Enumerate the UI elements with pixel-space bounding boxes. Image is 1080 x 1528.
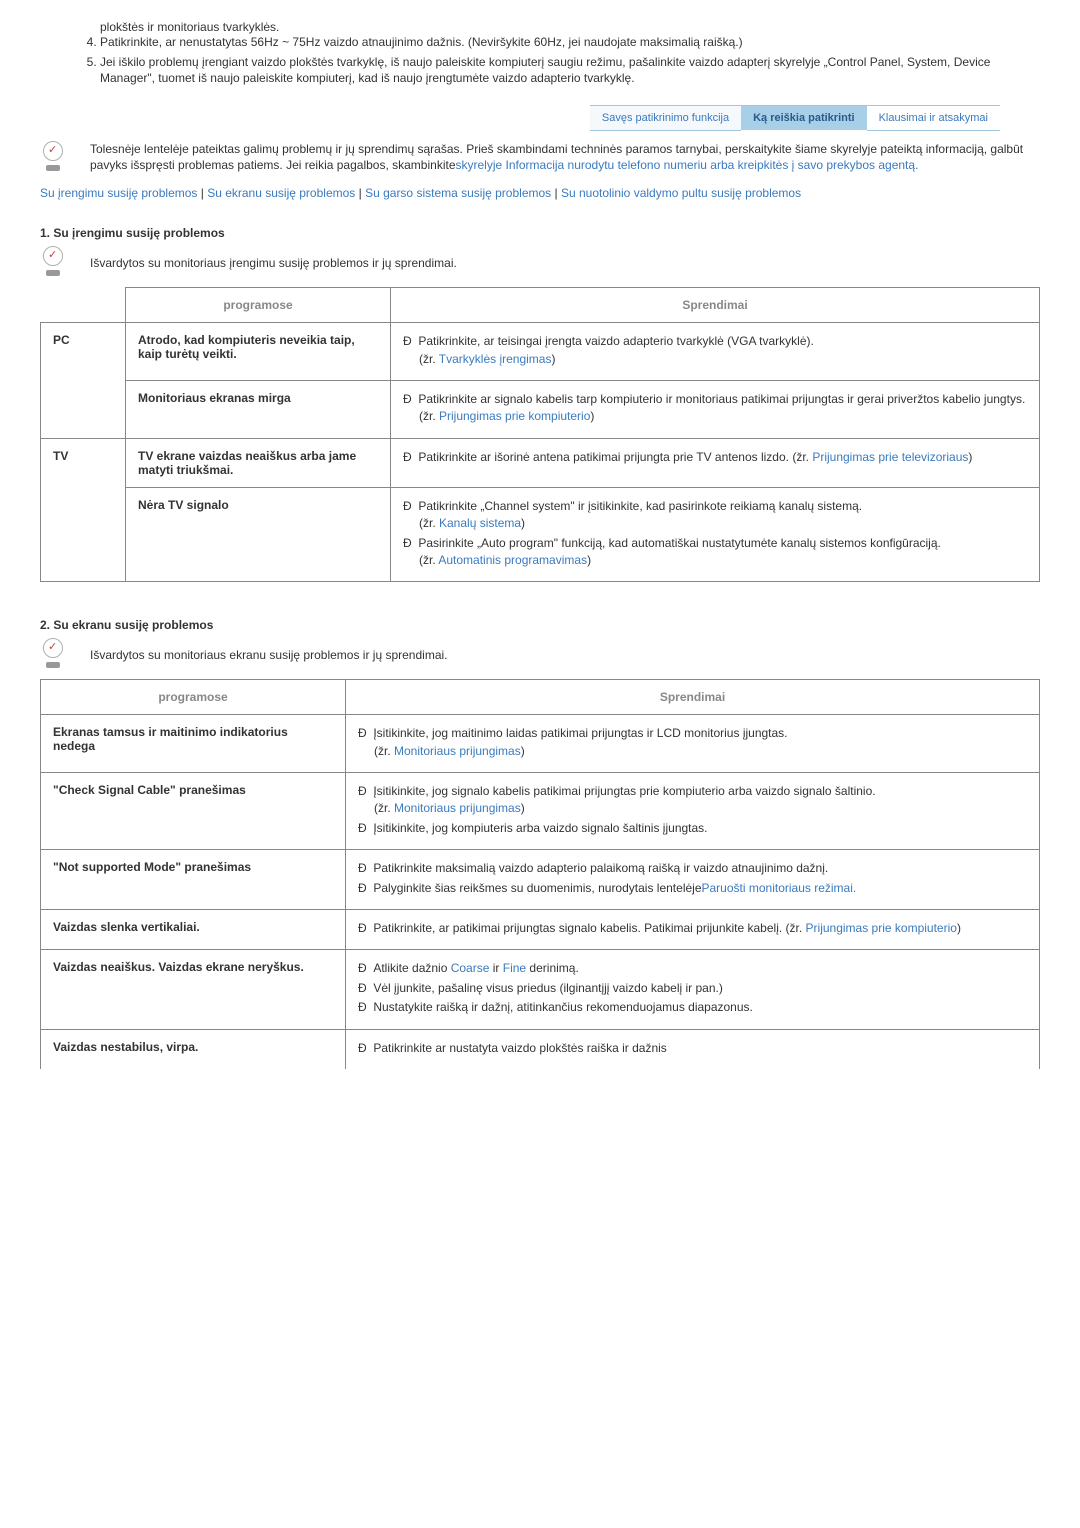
row-solution: Ð Patikrinkite ar signalo kabelis tarp k… bbox=[391, 380, 1040, 438]
link-driver-install[interactable]: Tvarkyklės įrengimas bbox=[439, 352, 552, 366]
section2-title: 2. Su ekranu susiję problemos bbox=[40, 618, 1040, 632]
th-program: programose bbox=[126, 288, 391, 323]
section1-intro-text: Išvardytos su monitoriaus įrengimu susij… bbox=[90, 246, 457, 270]
tab-faq[interactable]: Klausimai ir atsakymai bbox=[867, 105, 1000, 131]
list-item-3-tail: plokštės ir monitoriaus tvarkyklės. bbox=[40, 20, 1040, 34]
table-install-problems: programose Sprendimai PC Atrodo, kad kom… bbox=[40, 287, 1040, 582]
nav-audio[interactable]: Su garso sistema susiję problemos bbox=[365, 186, 551, 200]
tab-what-check[interactable]: Ką reiškia patikrinti bbox=[741, 105, 867, 130]
numbered-list-tail: plokštės ir monitoriaus tvarkyklės. Pati… bbox=[40, 20, 1040, 87]
row-label: Vaizdas nestabilus, virpa. bbox=[41, 1029, 346, 1069]
pushpin-icon bbox=[40, 141, 90, 170]
row-solution: Ð Įsitikinkite, jog maitinimo laidas pat… bbox=[346, 715, 1040, 773]
nav-install[interactable]: Su įrengimu susiję problemos bbox=[40, 186, 197, 200]
list-item-5: Jei iškilo problemų įrengiant vaizdo plo… bbox=[100, 54, 1040, 86]
row-solution: Ð Patikrinkite, ar patikimai prijungtas … bbox=[346, 910, 1040, 950]
th-program: programose bbox=[41, 680, 346, 715]
row-solution: Ð Patikrinkite maksimalią vaizdo adapter… bbox=[346, 850, 1040, 910]
intro-block: Tolesnėje lentelėje pateiktas galimų pro… bbox=[40, 141, 1040, 175]
link-monitor-connect[interactable]: Monitoriaus prijungimas bbox=[394, 801, 521, 815]
link-auto-program[interactable]: Automatinis programavimas bbox=[438, 553, 587, 567]
th-solution: Sprendimai bbox=[346, 680, 1040, 715]
row-label: Ekranas tamsus ir maitinimo indikatorius… bbox=[41, 715, 346, 773]
intro-text: Tolesnėje lentelėje pateiktas galimų pro… bbox=[90, 141, 1040, 175]
link-channel-system[interactable]: Kanalų sistema bbox=[439, 516, 521, 530]
section1-title: 1. Su įrengimu susiję problemos bbox=[40, 226, 1040, 240]
section1-intro-row: Išvardytos su monitoriaus įrengimu susij… bbox=[40, 246, 1040, 275]
row-solution: Ð Patikrinkite, ar teisingai įrengta vai… bbox=[391, 323, 1040, 381]
link-connect-pc[interactable]: Prijungimas prie kompiuterio bbox=[806, 921, 957, 935]
row-label: TV ekrane vaizdas neaiškus arba jame mat… bbox=[126, 438, 391, 487]
row-label: Vaizdas slenka vertikaliai. bbox=[41, 910, 346, 950]
link-connect-pc[interactable]: Prijungimas prie kompiuterio bbox=[439, 409, 590, 423]
tab-self-check[interactable]: Savęs patikrinimo funkcija bbox=[590, 105, 741, 131]
intro-link[interactable]: skyrelyje Informacija nurodytu telefono … bbox=[456, 158, 919, 172]
link-fine[interactable]: Fine bbox=[503, 961, 526, 975]
table-screen-problems: programose Sprendimai Ekranas tamsus ir … bbox=[40, 679, 1040, 1069]
row-solution: Ð Atlikite dažnio Coarse ir Fine derinim… bbox=[346, 950, 1040, 1029]
row-label: Monitoriaus ekranas mirga bbox=[126, 380, 391, 438]
pushpin-icon bbox=[40, 638, 90, 667]
section2-intro-row: Išvardytos su monitoriaus ekranu susiję … bbox=[40, 638, 1040, 667]
row-solution: Ð Įsitikinkite, jog signalo kabelis pati… bbox=[346, 773, 1040, 850]
link-monitor-connect[interactable]: Monitoriaus prijungimas bbox=[394, 744, 521, 758]
nav-screen[interactable]: Su ekranu susiję problemos bbox=[207, 186, 355, 200]
row-label: Atrodo, kad kompiuteris neveikia taip, k… bbox=[126, 323, 391, 381]
row-solution: Ð Patikrinkite „Channel system" ir įsiti… bbox=[391, 487, 1040, 582]
link-connect-tv[interactable]: Prijungimas prie televizoriaus bbox=[812, 450, 968, 464]
cat-tv: TV bbox=[41, 438, 126, 487]
row-label: "Check Signal Cable" pranešimas bbox=[41, 773, 346, 850]
row-label: "Not supported Mode" pranešimas bbox=[41, 850, 346, 910]
pushpin-icon bbox=[40, 246, 90, 275]
tab-bar: Savęs patikrinimo funkcijaKą reiškia pat… bbox=[40, 105, 1040, 131]
list-item-4: Patikrinkite, ar nenustatytas 56Hz ~ 75H… bbox=[100, 34, 1040, 50]
row-solution: Ð Patikrinkite ar nustatyta vaizdo plokš… bbox=[346, 1029, 1040, 1069]
nav-remote[interactable]: Su nuotolinio valdymo pultu susiję probl… bbox=[561, 186, 801, 200]
section2-intro-text: Išvardytos su monitoriaus ekranu susiję … bbox=[90, 638, 448, 662]
link-coarse[interactable]: Coarse bbox=[451, 961, 490, 975]
row-label: Vaizdas neaiškus. Vaizdas ekrane neryšku… bbox=[41, 950, 346, 1029]
cat-pc: PC bbox=[41, 323, 126, 381]
section-nav: Su įrengimu susiję problemos | Su ekranu… bbox=[40, 184, 1040, 202]
link-preset-modes[interactable]: Paruošti monitoriaus režimai. bbox=[702, 881, 857, 895]
row-label: Nėra TV signalo bbox=[126, 487, 391, 582]
th-solution: Sprendimai bbox=[391, 288, 1040, 323]
row-solution: Ð Patikrinkite ar išorinė antena patikim… bbox=[391, 438, 1040, 487]
